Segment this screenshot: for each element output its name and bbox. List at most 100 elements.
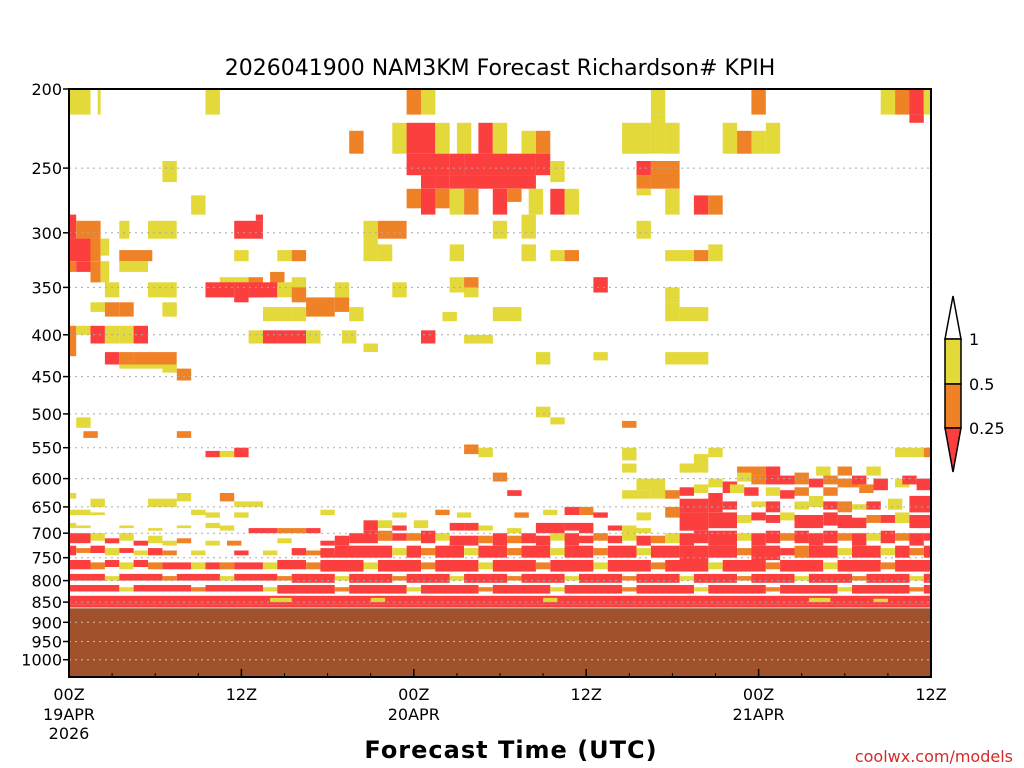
ri-cell-orange bbox=[349, 130, 364, 154]
ri-cell-orange bbox=[665, 490, 680, 499]
ri-cell-yellow bbox=[449, 244, 465, 262]
ri-cell-orange bbox=[306, 297, 321, 317]
ri-cell-yellow bbox=[334, 576, 350, 581]
ri-cell-red bbox=[521, 533, 536, 544]
ri-cell-yellow bbox=[97, 89, 101, 115]
ri-cell-yellow bbox=[737, 533, 752, 541]
ri-cell-orange bbox=[306, 562, 321, 570]
ri-cell-red bbox=[406, 122, 436, 154]
ri-cell-yellow bbox=[679, 307, 709, 322]
y-axis: 200 250 300 350 400 450 500 550 600 650 700 750 800 8… bbox=[21, 80, 69, 670]
ri-cell-red bbox=[880, 530, 896, 544]
ri-cell-yellow bbox=[205, 540, 220, 546]
ri-cell-red bbox=[564, 522, 579, 531]
ri-cell-red bbox=[693, 195, 709, 215]
ri-cell-orange bbox=[219, 562, 235, 570]
ri-cell-red bbox=[593, 512, 608, 518]
ri-cell-orange bbox=[765, 562, 781, 570]
ri-cell-yellow bbox=[593, 562, 608, 570]
ri-cell-red bbox=[69, 604, 931, 608]
ri-cell-orange bbox=[737, 576, 752, 581]
ri-cell-orange bbox=[837, 533, 852, 541]
ri-cell-yellow bbox=[693, 587, 709, 592]
ri-cell-orange bbox=[435, 509, 450, 516]
ri-cell-red bbox=[579, 522, 594, 534]
ri-cell-yellow bbox=[456, 512, 472, 518]
ri-cell-red bbox=[349, 533, 364, 544]
ri-cell-red bbox=[909, 89, 924, 115]
ri-cell-orange bbox=[191, 587, 206, 592]
ri-cell-yellow bbox=[219, 525, 235, 531]
ri-cell-yellow bbox=[794, 576, 809, 581]
ri-cell-yellow bbox=[421, 89, 436, 115]
ri-cell-orange bbox=[277, 528, 306, 534]
ri-cell-yellow bbox=[808, 495, 824, 507]
ri-cell-yellow bbox=[464, 548, 479, 556]
ri-cell-red bbox=[234, 562, 263, 570]
ri-cell-yellow bbox=[665, 122, 680, 154]
ri-cell-red bbox=[751, 573, 795, 583]
ri-cell-red bbox=[895, 545, 910, 558]
y-tick-label: 450 bbox=[31, 368, 62, 387]
ri-cell-orange bbox=[823, 487, 838, 496]
ri-cell-red bbox=[277, 560, 306, 570]
ri-cell-yellow bbox=[277, 282, 292, 298]
ri-cell-yellow bbox=[693, 484, 709, 493]
ri-cell-orange bbox=[90, 261, 101, 283]
ri-cell-yellow bbox=[679, 576, 694, 581]
ri-cell-orange bbox=[406, 188, 421, 209]
ri-cell-yellow bbox=[550, 548, 565, 556]
chart-title: 2026041900 NAM3KM Forecast Richardson# K… bbox=[225, 56, 776, 81]
ri-cell-yellow bbox=[909, 447, 924, 458]
ri-cell-red bbox=[406, 573, 450, 583]
ri-cell-red bbox=[406, 153, 450, 176]
ri-cell-yellow bbox=[104, 576, 120, 581]
ri-cell-yellow bbox=[263, 587, 278, 592]
credit-text[interactable]: coolwx.com/models bbox=[855, 747, 1013, 766]
ri-cell-yellow bbox=[478, 334, 493, 344]
ri-cell-orange bbox=[104, 302, 120, 317]
ri-cell-yellow bbox=[392, 282, 407, 298]
ri-cell-yellow bbox=[535, 352, 551, 365]
y-tick-label: 350 bbox=[31, 278, 62, 297]
ri-cell-orange bbox=[176, 538, 192, 544]
ri-cell-yellow bbox=[895, 447, 910, 458]
ri-cell-orange bbox=[69, 261, 77, 272]
ri-cell-orange bbox=[464, 444, 479, 455]
legend-label-0.25: 0.25 bbox=[969, 419, 1005, 438]
ri-cell-red bbox=[320, 540, 335, 546]
ri-cell-orange bbox=[227, 540, 242, 546]
ri-cell-red bbox=[823, 530, 838, 544]
ri-cell-yellow bbox=[808, 597, 831, 603]
ri-cell-yellow bbox=[880, 89, 896, 115]
ri-cell-yellow bbox=[478, 562, 493, 570]
ri-cell-orange bbox=[837, 466, 852, 476]
ri-cell-yellow bbox=[69, 493, 77, 499]
ri-cell-red bbox=[492, 188, 508, 215]
ri-cell-yellow bbox=[349, 307, 364, 322]
ri-cell-red bbox=[349, 585, 407, 594]
ri-cell-orange bbox=[464, 188, 479, 215]
ri-cell-yellow bbox=[923, 89, 931, 115]
ri-cell-red bbox=[679, 498, 709, 513]
ri-cell-yellow bbox=[148, 535, 163, 544]
ri-cell-yellow bbox=[119, 525, 134, 529]
ri-cell-orange bbox=[636, 175, 651, 189]
ri-cell-red bbox=[234, 282, 249, 303]
ri-cell-yellow bbox=[665, 188, 680, 215]
ri-cell-orange bbox=[119, 250, 148, 262]
x-tick-label: 00Z bbox=[53, 685, 84, 704]
ri-cell-red bbox=[708, 585, 766, 594]
ri-cell-yellow bbox=[679, 463, 709, 473]
ri-cell-orange bbox=[478, 535, 493, 544]
ri-cell-yellow bbox=[622, 447, 637, 461]
ri-cell-red bbox=[334, 545, 364, 558]
ri-cell-yellow bbox=[492, 122, 508, 154]
ri-cell-yellow bbox=[119, 587, 134, 592]
ri-cell-yellow bbox=[413, 520, 429, 529]
y-tick-label: 250 bbox=[31, 159, 62, 178]
ri-cell-red bbox=[607, 560, 651, 572]
ri-cell-orange bbox=[909, 548, 924, 556]
ri-cell-orange bbox=[277, 576, 292, 581]
ri-cell-orange bbox=[392, 576, 407, 581]
